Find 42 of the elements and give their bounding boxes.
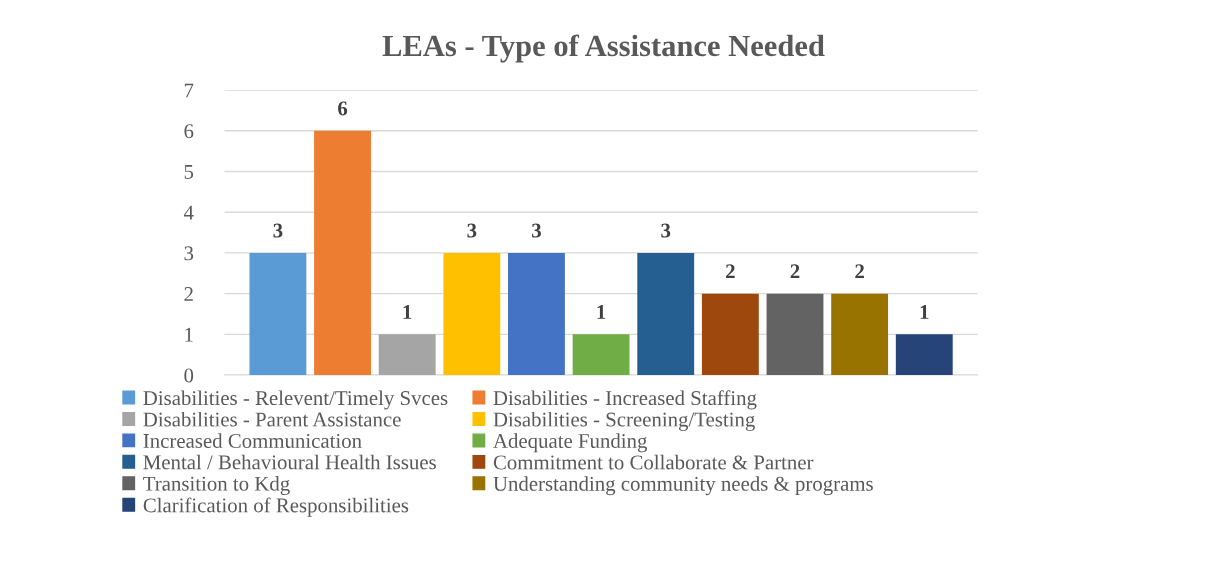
bar: [314, 130, 371, 376]
y-tick-label: 0: [184, 368, 194, 383]
legend-label: Increased Communication: [143, 433, 362, 448]
bar: [831, 293, 889, 376]
legend-label: Disabilities - Relevent/Timely Svces: [143, 390, 448, 410]
data-label: 3: [273, 223, 283, 238]
data-label: 2: [790, 264, 800, 279]
bar: [508, 252, 565, 376]
data-label: 1: [920, 305, 929, 319]
bar: [895, 334, 953, 376]
bar: [378, 334, 436, 376]
y-tick-label: 1: [185, 327, 193, 342]
legend-label: Disabilities - Parent Assistance: [143, 411, 401, 427]
data-label: 2: [726, 264, 735, 279]
legend-label: Clarification of Responsibilities: [143, 497, 409, 517]
legend-label: Adequate Funding: [493, 433, 648, 453]
legend-label: Mental / Behavioural Health Issues: [143, 454, 436, 470]
legend-label: Transition to Kdg: [143, 476, 290, 496]
bar: [701, 293, 759, 376]
data-label: 1: [597, 305, 606, 319]
data-label: 1: [403, 305, 412, 319]
y-tick-label: 3: [184, 246, 194, 261]
data-label: 3: [467, 223, 477, 238]
chart-title: LEAs - Type of Assistance Needed: [382, 34, 825, 63]
y-tick-label: 6: [184, 124, 194, 139]
legend-label: Disabilities - Increased Staffing: [493, 390, 757, 410]
data-label: 3: [532, 223, 541, 238]
bar: [572, 334, 630, 376]
bar: [249, 252, 307, 376]
y-tick-label: 2: [184, 287, 193, 301]
y-tick-label: 4: [183, 205, 194, 220]
bar: [443, 252, 501, 376]
y-tick-label: 7: [184, 83, 194, 98]
bar: [637, 252, 695, 376]
legend-label: Disabilities - Screening/Testing: [493, 411, 755, 431]
legend-label: Commitment to Collaborate & Partner: [493, 454, 814, 470]
legend-label: Understanding community needs & programs: [493, 476, 873, 496]
data-label: 2: [855, 264, 864, 279]
data-label: 6: [338, 101, 348, 116]
bar: [766, 293, 824, 376]
data-label: 3: [661, 223, 671, 238]
y-tick-label: 5: [184, 165, 194, 179]
